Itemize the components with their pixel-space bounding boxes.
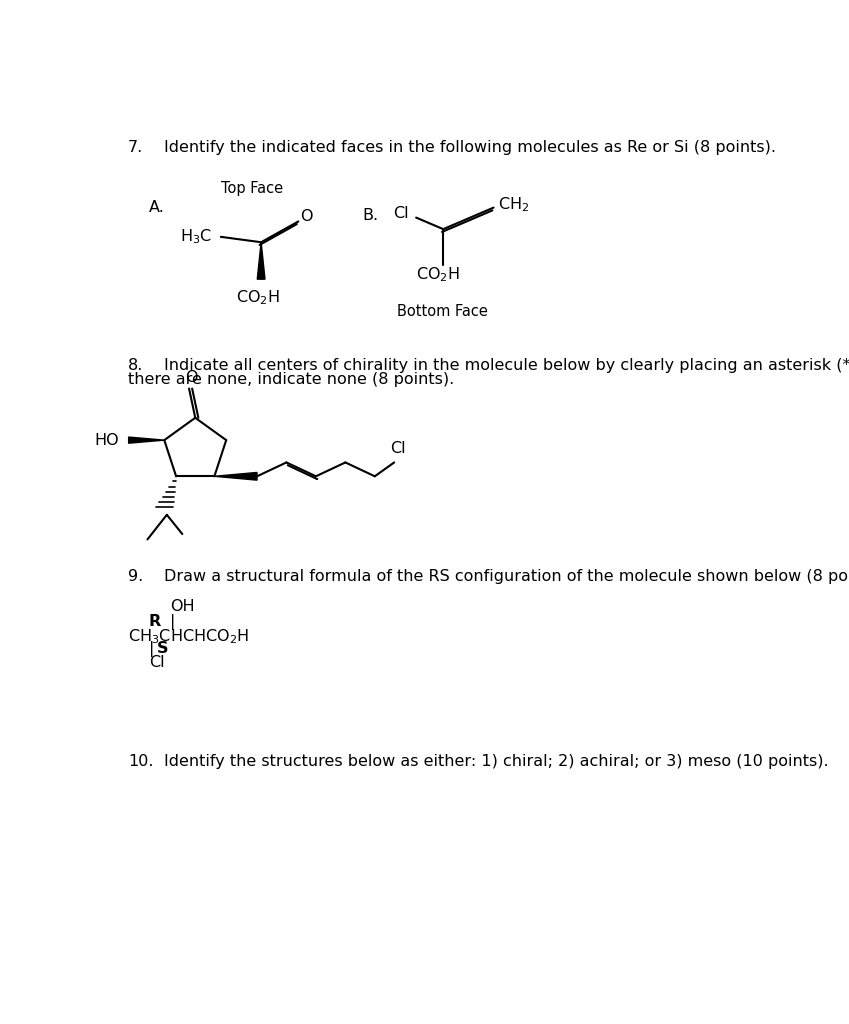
Text: CO$_2$H: CO$_2$H — [236, 289, 280, 307]
Text: OH: OH — [170, 599, 194, 613]
Text: O: O — [185, 371, 198, 385]
Text: O: O — [300, 209, 312, 224]
Text: Identify the indicated faces in the following molecules as Re or Si (8 points).: Identify the indicated faces in the foll… — [164, 140, 776, 155]
Text: R: R — [149, 614, 161, 629]
Text: B.: B. — [362, 208, 378, 222]
Text: H$_3$C: H$_3$C — [180, 227, 212, 246]
Text: A.: A. — [149, 200, 165, 215]
Text: 9.: 9. — [128, 569, 143, 585]
Text: Top Face: Top Face — [221, 180, 283, 196]
Text: there are none, indicate none (8 points).: there are none, indicate none (8 points)… — [128, 372, 454, 387]
Polygon shape — [129, 437, 165, 443]
Text: Cl: Cl — [393, 206, 408, 221]
Text: 10.: 10. — [128, 755, 154, 769]
Text: CH$_2$: CH$_2$ — [498, 196, 529, 214]
Text: |: | — [149, 641, 155, 657]
Text: 8.: 8. — [128, 357, 143, 373]
Text: Draw a structural formula of the RS configuration of the molecule shown below (8: Draw a structural formula of the RS conf… — [164, 569, 849, 585]
Text: Bottom Face: Bottom Face — [396, 304, 487, 318]
Text: Indicate all centers of chirality in the molecule below by clearly placing an as: Indicate all centers of chirality in the… — [164, 357, 849, 373]
Text: Cl: Cl — [149, 655, 165, 670]
Polygon shape — [215, 472, 257, 480]
Text: Cl: Cl — [391, 441, 406, 456]
Text: CH$_3$CHCHCO$_2$H: CH$_3$CHCHCO$_2$H — [128, 628, 249, 646]
Text: 7.: 7. — [128, 140, 143, 155]
Text: Identify the structures below as either: 1) chiral; 2) achiral; or 3) meso (10 p: Identify the structures below as either:… — [164, 755, 829, 769]
Text: CO$_2$H: CO$_2$H — [416, 265, 460, 284]
Text: |: | — [170, 614, 175, 630]
Text: S: S — [156, 641, 168, 656]
Text: HO: HO — [94, 432, 119, 447]
Polygon shape — [257, 243, 265, 280]
